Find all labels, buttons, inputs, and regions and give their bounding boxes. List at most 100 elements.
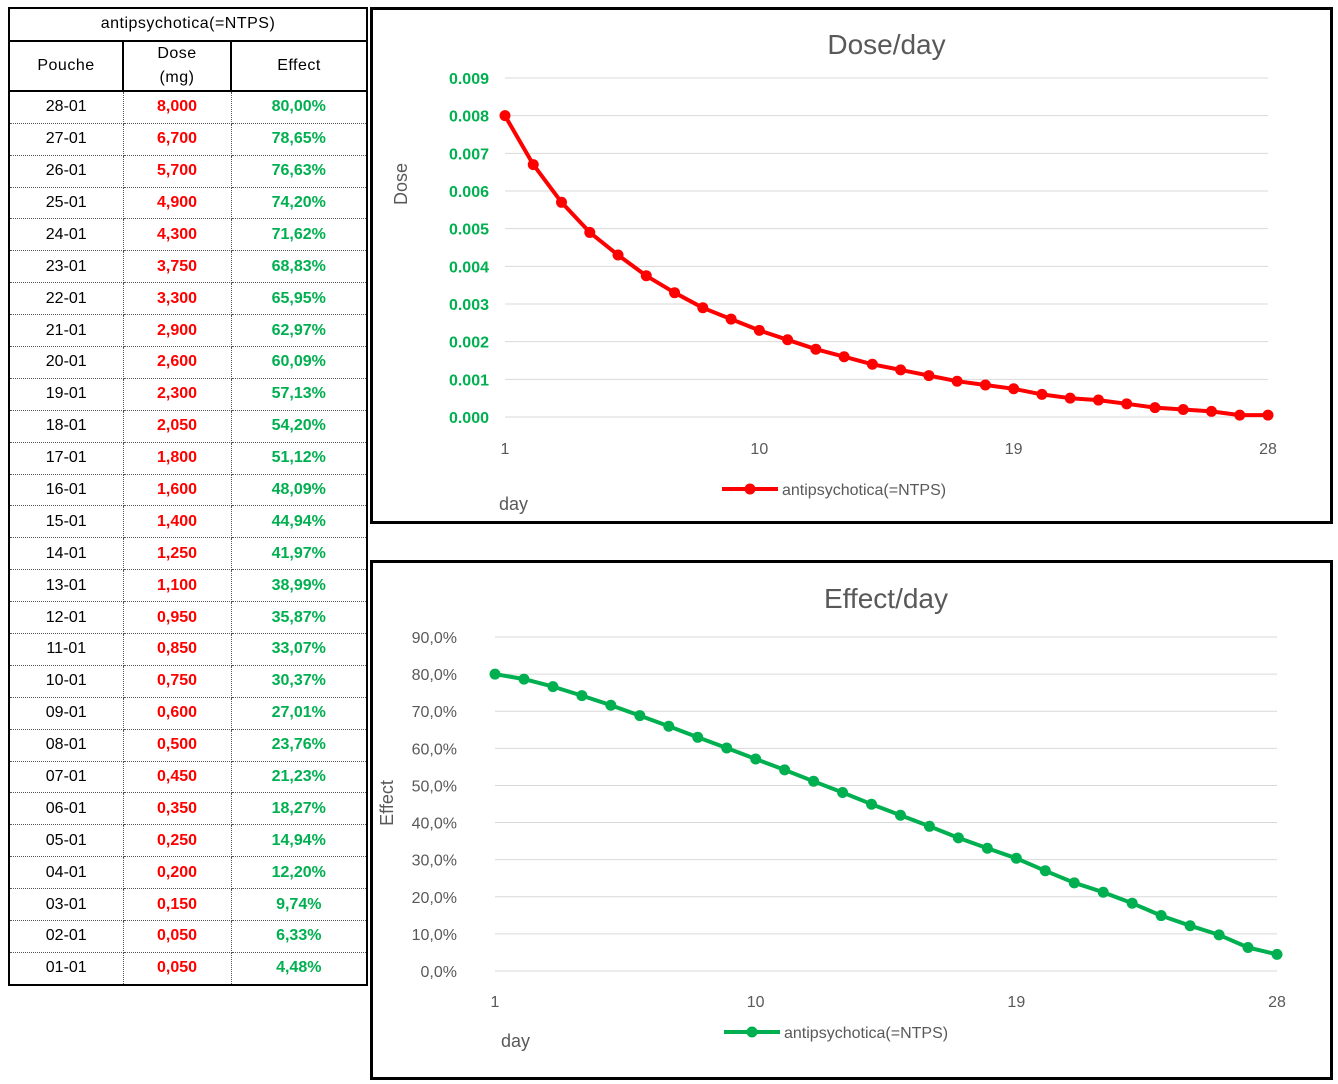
pouche-cell: 13-01 (8, 569, 124, 603)
effect-cell: 4,48% (230, 951, 369, 986)
effect-chart: Effect/day 0,0% 10,0% 20,0% 30,0% 40,0% 50,0% 6… (377, 583, 1286, 1051)
pouche-cell: 15-01 (8, 505, 124, 539)
data-point (697, 302, 709, 314)
pouche-cell: 07-01 (8, 760, 124, 794)
data-point (952, 832, 964, 844)
x-axis-label: day (499, 494, 528, 514)
y-tick-label: 0.003 (449, 297, 489, 314)
pouche-cell: 06-01 (8, 792, 124, 826)
data-point (725, 313, 737, 325)
effect-cell: 76,63% (230, 154, 369, 188)
dose-cell: 2,050 (122, 409, 232, 443)
effect-cell: 71,62% (230, 218, 369, 252)
pouche-cell: 17-01 (8, 441, 124, 475)
data-point (1126, 897, 1138, 909)
data-point (866, 798, 878, 810)
pouche-cell: 21-01 (8, 314, 124, 348)
table-row: 03-01 0,150 9,74% (8, 888, 369, 922)
table-row: 25-01 4,900 74,20% (8, 186, 369, 220)
effect-cell: 6,33% (230, 920, 369, 953)
data-point (1205, 405, 1217, 417)
table-row: 20-01 2,600 60,09% (8, 346, 369, 379)
data-point (753, 324, 765, 336)
data-point (640, 270, 652, 282)
data-point (663, 720, 675, 732)
dose-cell: 4,300 (122, 218, 232, 252)
dose-cell: 0,500 (122, 728, 232, 762)
y-tick-label: 0.008 (449, 109, 489, 126)
pouche-cell: 26-01 (8, 154, 124, 188)
y-tick-label: 0,0% (421, 964, 457, 981)
dose-chart: Dose/day 0.000 0.001 0.002 0.003 0.004 0.005 0.… (391, 29, 1277, 514)
dose-cell: 0,750 (122, 664, 232, 698)
table-row: 09-01 0,600 27,01% (8, 696, 369, 730)
pouche-cell: 02-01 (8, 920, 124, 953)
table-row: 06-01 0,350 18,27% (8, 792, 369, 826)
data-point (721, 742, 733, 754)
effect-cell: 51,12% (230, 441, 369, 475)
y-tick-label: 80,0% (412, 667, 457, 684)
pouche-cell: 23-01 (8, 250, 124, 284)
pouche-cell: 08-01 (8, 728, 124, 762)
legend-marker (746, 1026, 758, 1038)
dose-effect-table-container: antipsychotica(=NTPS) Pouche Dose (mg) E… (7, 7, 369, 986)
data-point (612, 249, 624, 261)
data-point (1177, 403, 1189, 415)
data-point (1213, 929, 1225, 941)
table-row: 12-01 0,950 35,87% (8, 601, 369, 635)
table-row: 22-01 3,300 65,95% (8, 282, 369, 316)
effect-cell: 35,87% (230, 601, 369, 635)
data-point (1008, 383, 1020, 395)
dose-cell: 8,000 (122, 89, 232, 124)
dose-cell: 0,850 (122, 633, 232, 666)
data-point (1068, 877, 1080, 889)
data-point (1097, 886, 1109, 898)
dose-cell: 1,600 (122, 473, 232, 507)
effect-cell: 18,27% (230, 792, 369, 826)
data-point (489, 668, 501, 680)
data-point (866, 358, 878, 370)
y-tick-label: 0.009 (449, 71, 489, 88)
dose-cell: 0,600 (122, 696, 232, 730)
pouche-cell: 11-01 (8, 633, 124, 666)
dose-cell: 4,900 (122, 186, 232, 220)
table-row: 10-01 0,750 30,37% (8, 664, 369, 698)
data-point (951, 375, 963, 387)
data-point (1036, 388, 1048, 400)
pouche-cell: 27-01 (8, 122, 124, 156)
y-tick-label: 0.000 (449, 410, 489, 427)
dose-cell: 2,900 (122, 314, 232, 348)
column-header-effect: Effect (229, 39, 369, 92)
data-point (1234, 409, 1246, 421)
dose-cell: 0,450 (122, 760, 232, 794)
dose-cell: 0,050 (122, 951, 232, 986)
y-tick-label: 0.002 (449, 335, 489, 352)
x-axis-label: day (501, 1031, 530, 1051)
data-point (838, 351, 850, 363)
effect-cell: 44,94% (230, 505, 369, 539)
x-tick-label: 19 (1005, 441, 1023, 458)
effect-cell: 38,99% (230, 569, 369, 603)
table-row: 16-01 1,600 48,09% (8, 473, 369, 507)
dose-chart-panel: Dose/day 0.000 0.001 0.002 0.003 0.004 0.005 0.… (370, 7, 1333, 524)
pouche-cell: 12-01 (8, 601, 124, 635)
table-row: 21-01 2,900 62,97% (8, 314, 369, 348)
table-row: 28-01 8,000 80,00% (8, 89, 369, 124)
pouche-cell: 01-01 (8, 951, 124, 986)
x-tick-label: 10 (750, 441, 768, 458)
data-point (1271, 948, 1283, 960)
data-point (808, 775, 820, 787)
effect-cell: 9,74% (230, 888, 369, 922)
y-tick-label: 10,0% (412, 927, 457, 944)
dose-cell: 1,400 (122, 505, 232, 539)
y-tick-label: 70,0% (412, 704, 457, 721)
y-tick-label: 50,0% (412, 778, 457, 795)
table-row: 02-01 0,050 6,33% (8, 920, 369, 953)
effect-cell: 12,20% (230, 856, 369, 890)
dose-cell: 2,600 (122, 346, 232, 379)
dose-cell: 0,350 (122, 792, 232, 826)
y-tick-label: 0.007 (449, 146, 489, 163)
data-point (1184, 920, 1196, 932)
x-tick-label: 10 (747, 994, 765, 1011)
pouche-cell: 24-01 (8, 218, 124, 252)
